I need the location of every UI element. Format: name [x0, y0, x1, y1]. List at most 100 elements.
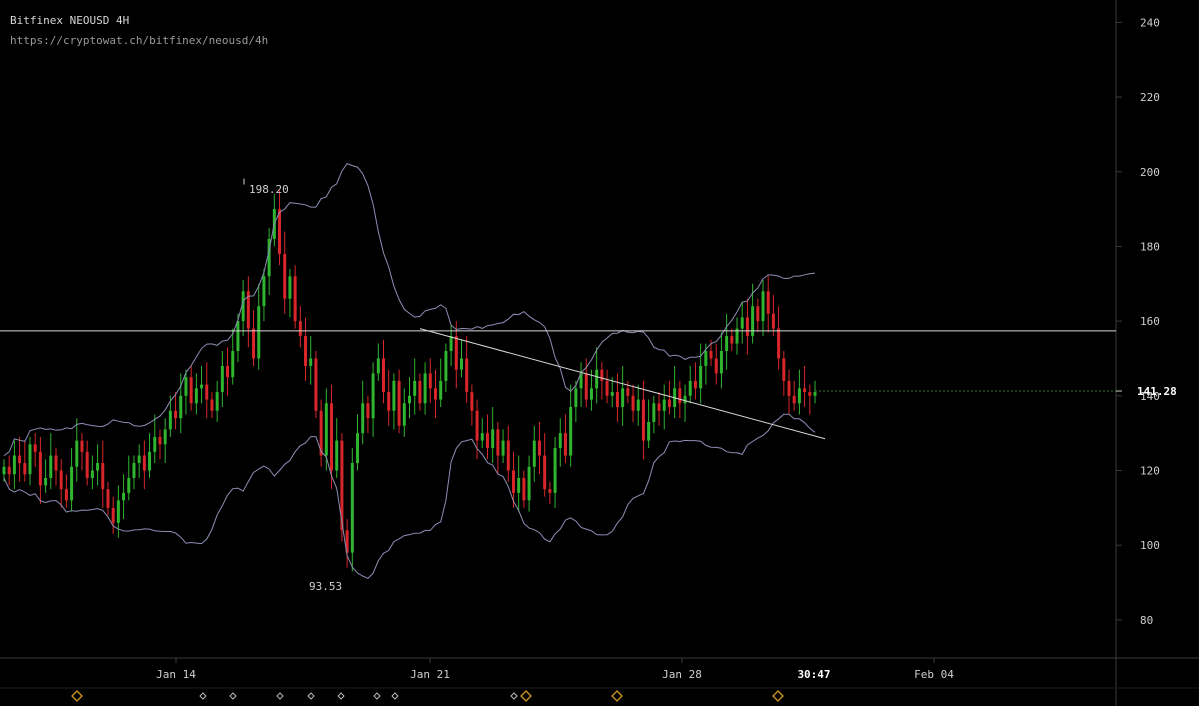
candle-body [397, 380, 401, 426]
candle-body [636, 399, 640, 411]
event-marker-diamond[interactable] [611, 690, 623, 702]
event-marker-diamond[interactable] [520, 690, 532, 702]
candle-body [246, 291, 250, 329]
candle-body [106, 489, 110, 508]
candle-body [626, 388, 630, 396]
candle-body [23, 463, 27, 475]
candle-body [569, 407, 573, 456]
low-annotation: 93.53 [309, 580, 342, 593]
candle-body [64, 489, 68, 501]
chart-title: Bitfinex NEOUSD 4H [10, 14, 130, 27]
candle-body [506, 440, 510, 471]
candle-body [231, 351, 235, 378]
candle-body [652, 403, 656, 422]
candle-body [361, 403, 365, 434]
y-tick-label: 200 [1140, 166, 1160, 179]
candle-body [75, 440, 79, 467]
candle-body [615, 392, 619, 408]
candle-body [485, 433, 489, 449]
candle-body [688, 380, 692, 396]
candle-body [714, 358, 718, 374]
candle-body [491, 429, 495, 449]
high-annotation: 198.20 [249, 183, 289, 196]
candle-body [90, 470, 94, 478]
candle-body [38, 451, 42, 486]
candle-body [387, 392, 391, 411]
candle-body [553, 448, 557, 493]
candle-body [184, 377, 188, 396]
candle-body [278, 209, 282, 254]
candle-body [574, 388, 578, 408]
event-marker-small[interactable] [391, 692, 399, 700]
candle-body [335, 440, 339, 471]
lower-band [3, 413, 816, 580]
candle-body [127, 477, 131, 493]
candle-body [730, 336, 734, 344]
y-tick-label: 120 [1140, 464, 1160, 477]
candle-body [142, 455, 146, 471]
event-marker-small[interactable] [307, 692, 315, 700]
candle-body [33, 444, 37, 452]
candle-body [122, 492, 126, 501]
candle-body [205, 384, 209, 400]
candle-body [314, 358, 318, 411]
trend-line[interactable] [419, 328, 826, 440]
candle-body [782, 358, 786, 381]
candle-body [241, 291, 245, 322]
candle-body [813, 392, 817, 396]
candle-body [470, 392, 474, 411]
candle-body [631, 395, 635, 411]
candle-body [751, 306, 755, 337]
candle-body [200, 384, 204, 389]
candle-body [496, 429, 500, 456]
event-marker-diamond[interactable] [772, 690, 784, 702]
event-marker-small[interactable] [510, 692, 518, 700]
candle-body [298, 321, 302, 337]
candle-body [236, 321, 240, 352]
candle-body [808, 392, 812, 396]
candle-body [28, 444, 32, 475]
candle-body [423, 373, 427, 404]
candle-body [189, 377, 193, 404]
candle-body [433, 388, 437, 400]
candle-body [527, 466, 531, 501]
candle-body [330, 403, 334, 471]
y-tick-label: 180 [1140, 240, 1160, 253]
candle-body [600, 369, 604, 381]
candle-body [220, 365, 224, 393]
candle-body [683, 395, 687, 404]
candle-body [288, 276, 292, 299]
candle-body [96, 463, 100, 471]
candle-body [449, 336, 453, 352]
candle-body [667, 399, 671, 408]
candle-body [174, 410, 178, 419]
candle-body [18, 455, 22, 464]
event-marker-small[interactable] [199, 692, 207, 700]
candle-body [522, 477, 526, 501]
event-marker-small[interactable] [337, 692, 345, 700]
candle-body [647, 421, 651, 441]
candle-body [382, 358, 386, 393]
candle-body [319, 410, 323, 456]
event-marker-small[interactable] [373, 692, 381, 700]
candle-body [153, 436, 157, 452]
candle-body [345, 530, 349, 553]
candle-body [454, 336, 458, 370]
y-tick-label: 140 [1140, 390, 1160, 403]
candle-body [54, 455, 58, 471]
candle-body [797, 388, 801, 404]
candle-body [465, 358, 469, 393]
candle-body [480, 433, 484, 441]
candle-body [101, 463, 105, 490]
event-marker-diamond[interactable] [71, 690, 83, 702]
event-marker-small[interactable] [276, 692, 284, 700]
candle-body [137, 455, 141, 464]
candle-body [787, 380, 791, 396]
event-marker-small[interactable] [229, 692, 237, 700]
chart-url[interactable]: https://cryptowat.ch/bitfinex/neousd/4h [10, 34, 269, 47]
candle-body [252, 328, 256, 359]
upper-band [3, 162, 816, 457]
candle-body [428, 373, 432, 389]
candle-body [309, 358, 313, 366]
